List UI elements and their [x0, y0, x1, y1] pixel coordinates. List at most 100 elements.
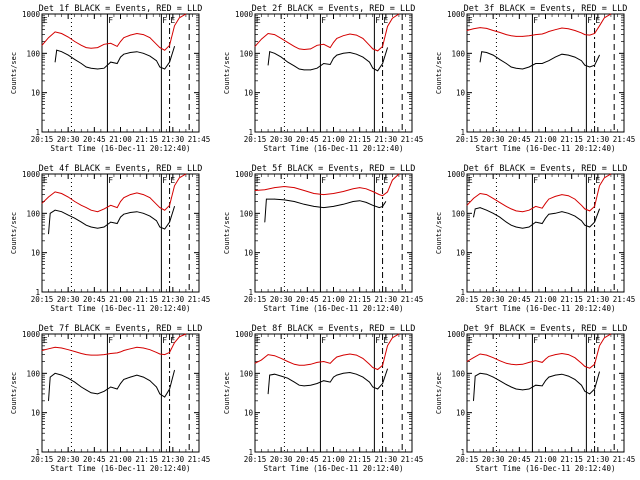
x-tick-label: 20:15 [31, 135, 54, 144]
data-point-events [169, 61, 170, 63]
series-line-events [264, 198, 387, 223]
data-point-lld [568, 28, 569, 30]
event-marker-letter: F [533, 176, 538, 185]
event-marker-letter: E [43, 176, 48, 185]
data-point-lld [372, 48, 374, 50]
data-point-events [528, 66, 530, 68]
data-point-events [129, 376, 131, 378]
data-point-lld [261, 38, 262, 40]
data-point-lld [303, 190, 305, 191]
data-point-events [510, 224, 512, 226]
data-point-events [298, 68, 300, 70]
data-point-events [510, 66, 512, 68]
panel-title: Det 4f BLACK = Events, RED = LLD [39, 164, 203, 174]
data-point-events [123, 379, 125, 380]
data-point-lld [594, 206, 595, 207]
data-point-events [584, 390, 586, 392]
data-point-lld [136, 192, 138, 194]
data-point-lld [293, 363, 295, 365]
data-point-events [522, 227, 523, 229]
y-tick-label: 1000 [22, 330, 41, 339]
event-marker-letter: E [43, 16, 48, 25]
x-tick-label: 21:00 [109, 295, 132, 304]
data-point-lld [342, 354, 344, 356]
x-axis-label: Start Time (16-Dec-11 20:12:40) [476, 304, 616, 313]
data-point-lld [97, 47, 98, 48]
data-point-events [85, 389, 87, 391]
x-tick-label: 20:30 [482, 135, 505, 144]
panel-title: Det 6f BLACK = Events, RED = LLD [464, 164, 628, 174]
x-tick-label: 21:15 [560, 295, 583, 304]
data-point-lld [377, 369, 379, 370]
data-point-events [545, 61, 546, 63]
data-point-events [486, 209, 487, 211]
x-tick-label: 21:45 [613, 455, 636, 464]
data-point-lld [185, 13, 187, 15]
data-point-lld [581, 362, 582, 364]
data-point-lld [74, 351, 76, 352]
x-tick-label: 21:15 [348, 455, 371, 464]
data-point-lld [356, 34, 357, 36]
event-marker-letter: F [162, 16, 167, 25]
data-point-lld [120, 41, 121, 42]
data-point-events [473, 400, 474, 402]
data-point-lld [298, 364, 300, 366]
data-point-lld [372, 191, 374, 192]
data-point-events [323, 207, 325, 208]
x-tick-label: 21:00 [534, 135, 557, 144]
x-tick-label: 20:45 [83, 455, 106, 464]
y-axis-label: Counts/sec [223, 372, 231, 414]
data-point-events [310, 384, 311, 386]
panel-det-2: Det 2f BLACK = Events, RED = LLD 1 10 100 10… [223, 4, 423, 153]
x-axis-label: Start Time (16-Dec-11 20:12:40) [264, 144, 404, 153]
data-point-lld [545, 32, 546, 34]
data-point-lld [48, 348, 49, 350]
data-point-lld [581, 32, 582, 34]
data-point-lld [515, 36, 517, 37]
data-point-lld [584, 208, 586, 210]
data-point-lld [387, 191, 388, 193]
panel-title: Det 3f BLACK = Events, RED = LLD [464, 4, 628, 14]
data-point-events [505, 384, 507, 385]
data-point-lld [392, 17, 393, 19]
data-point-lld [274, 355, 275, 357]
y-tick-label: 1000 [22, 170, 41, 179]
data-point-lld [466, 204, 468, 206]
data-point-events [329, 381, 331, 383]
data-point-lld [48, 37, 49, 39]
x-tick-label: 20:30 [270, 135, 293, 144]
x-tick-label: 21:45 [188, 455, 211, 464]
data-point-lld [574, 198, 576, 200]
data-point-events [362, 56, 364, 58]
data-point-events [515, 67, 517, 69]
y-tick-label: 10 [31, 409, 41, 418]
data-point-events [149, 215, 151, 217]
data-point-lld [387, 345, 388, 347]
event-marker-letter: E [383, 336, 388, 345]
x-tick-label: 21:00 [534, 455, 557, 464]
data-point-events [499, 216, 501, 218]
data-point-lld [129, 194, 131, 195]
data-point-lld [510, 363, 512, 365]
x-tick-label: 20:15 [31, 455, 54, 464]
data-point-lld [67, 36, 69, 38]
data-point-lld [293, 187, 295, 188]
data-point-lld [169, 204, 170, 206]
event-marker-letter: F [162, 336, 167, 345]
data-point-events [143, 52, 144, 54]
data-point-lld [123, 197, 125, 199]
data-point-events [473, 216, 474, 218]
data-point-events [479, 372, 481, 374]
data-point-lld [74, 41, 76, 42]
data-point-events [541, 385, 543, 387]
data-point-lld [398, 333, 400, 335]
data-point-events [280, 56, 282, 58]
data-point-lld [528, 362, 530, 363]
data-point-lld [545, 358, 546, 360]
data-point-lld [61, 33, 62, 34]
data-point-lld [274, 187, 275, 188]
data-point-lld [392, 179, 393, 181]
data-point-events [352, 201, 354, 202]
data-point-events [323, 380, 325, 382]
event-marker-letter: F [321, 16, 326, 25]
